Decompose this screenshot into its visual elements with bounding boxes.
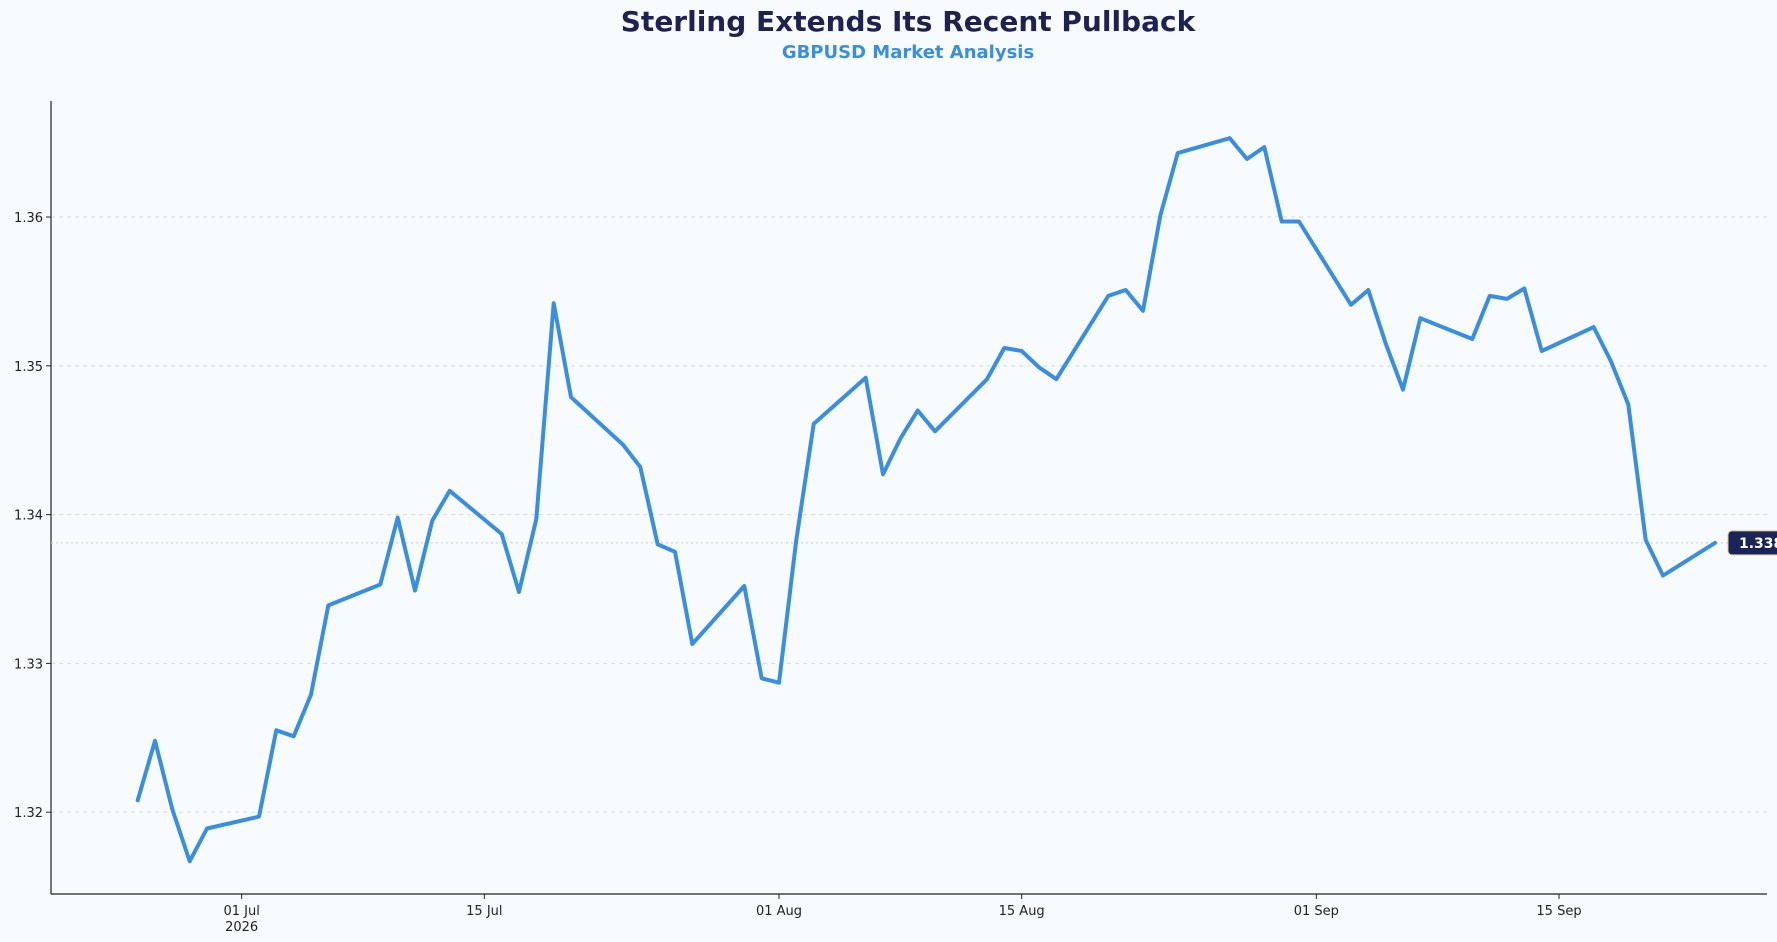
y-tick-label: 1.34 <box>14 509 43 524</box>
y-tick-label: 1.35 <box>14 360 43 375</box>
y-tick-label: 1.33 <box>14 657 43 672</box>
series <box>135 136 1717 864</box>
x-tick-sublabel: 2026 <box>225 920 258 935</box>
last-value-badge-group: 1.3381 <box>1727 530 1777 556</box>
chart-subtitle: GBPUSD Market Analysis <box>782 42 1034 63</box>
x-tick-label: 01 Jul <box>223 904 259 919</box>
last-value-label: 1.3381 <box>1739 536 1777 552</box>
grid <box>51 216 1767 813</box>
y-tick-label: 1.32 <box>14 806 43 821</box>
chart-title: Sterling Extends Its Recent Pullback <box>621 5 1197 38</box>
last-value-badge <box>1727 530 1777 556</box>
x-tick-label: 15 Jul <box>466 904 502 919</box>
x-tick-label: 01 Sep <box>1294 904 1339 919</box>
price-line <box>135 136 1717 864</box>
x-tick-label: 15 Aug <box>999 904 1045 919</box>
x-tick-label: 15 Sep <box>1536 904 1581 919</box>
y-tick-label: 1.36 <box>14 211 43 226</box>
x-tick-label: 01 Aug <box>756 904 802 919</box>
